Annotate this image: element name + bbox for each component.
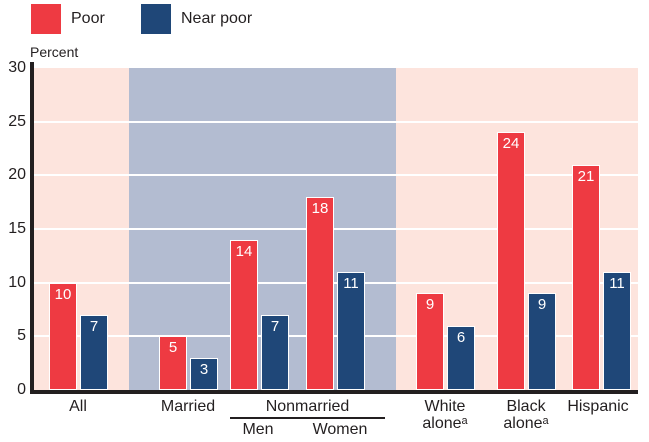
bar-value-label: 6	[456, 328, 466, 346]
bar-value-label: 14	[235, 242, 253, 260]
y-tick-30: 30	[8, 59, 26, 76]
x-label-hispanic: Hispanic	[567, 398, 629, 415]
bar-group-all: 10 7	[49, 282, 108, 390]
bar-group-hispanic: 21 11	[572, 164, 631, 390]
gridline-10	[34, 281, 638, 284]
x-label-white-alone: White alonea	[405, 398, 485, 432]
bar-value-label: 7	[89, 317, 99, 335]
gridline-20	[34, 174, 638, 177]
bar-group-black-alone: 24 9	[497, 132, 556, 390]
bar-poor-married: 5	[159, 336, 187, 390]
nonmarried-sublabels: Men Women	[230, 421, 385, 439]
x-label-white-line2: alone	[422, 415, 462, 432]
bar-value-label: 3	[199, 360, 209, 378]
footnote-marker: a	[461, 415, 468, 427]
x-axis-line	[30, 390, 638, 394]
y-axis-title: Percent	[30, 44, 79, 60]
bar-value-label: 9	[425, 296, 435, 314]
x-label-nonmarried: Nonmarried Men Women	[230, 398, 385, 439]
x-label-black-line2: alone	[503, 415, 543, 432]
bar-nearpoor-nonmarried-men: 7	[261, 314, 289, 390]
bar-value-label: 11	[609, 274, 625, 292]
bar-group-married: 5 3	[159, 336, 218, 390]
bar-value-label: 21	[577, 167, 595, 185]
bar-poor-white-alone: 9	[416, 293, 444, 390]
bar-group-nonmarried-men: 14 7	[230, 239, 289, 390]
gridline-15	[34, 228, 638, 230]
gridline-25	[34, 120, 638, 123]
bar-value-label: 24	[502, 135, 520, 153]
legend-label-near-poor: Near poor	[181, 10, 253, 27]
bar-value-label: 18	[311, 199, 329, 217]
bar-value-label: 10	[54, 285, 72, 303]
y-tick-0: 0	[17, 381, 26, 398]
y-tick-10: 10	[8, 273, 26, 291]
x-label-men: Men	[242, 421, 274, 438]
y-tick-25: 25	[8, 112, 26, 130]
bar-nearpoor-married: 3	[190, 357, 218, 390]
x-label-women: Women	[312, 421, 368, 438]
legend-label-poor: Poor	[71, 10, 105, 27]
y-axis-line	[30, 62, 34, 394]
bar-value-label: 11	[343, 274, 359, 292]
bar-value-label: 5	[168, 339, 178, 357]
bar-poor-hispanic: 21	[572, 164, 600, 390]
x-label-nonmarried-title: Nonmarried	[230, 398, 385, 419]
bar-poor-all: 10	[49, 282, 77, 390]
y-tick-15: 15	[8, 220, 26, 237]
bar-group-white-alone: 9 6	[416, 293, 475, 390]
bar-nearpoor-hispanic: 11	[603, 271, 631, 390]
bar-value-label: 7	[270, 317, 280, 335]
y-tick-20: 20	[8, 166, 26, 184]
y-tick-5: 5	[17, 327, 26, 345]
bar-nearpoor-white-alone: 6	[447, 325, 475, 390]
x-label-black-alone: Black alonea	[486, 398, 566, 432]
bar-value-label: 9	[537, 296, 547, 314]
x-label-black-line1: Black	[506, 398, 546, 415]
bar-poor-nonmarried-women: 18	[306, 196, 334, 390]
bar-nearpoor-black-alone: 9	[528, 293, 556, 390]
footnote-marker: a	[542, 415, 549, 427]
x-label-white-line1: White	[424, 398, 466, 415]
gridline-5	[34, 335, 638, 338]
plot-area: 10 7 5 3 14 7 18 11 9 6 24 9 21 11	[34, 68, 638, 390]
legend-swatch-poor	[31, 4, 61, 34]
bar-poor-nonmarried-men: 14	[230, 239, 258, 390]
legend-swatch-near-poor	[141, 4, 171, 34]
x-label-married: Married	[160, 398, 216, 415]
bar-nearpoor-all: 7	[80, 314, 108, 390]
bar-poor-black-alone: 24	[497, 132, 525, 390]
x-label-all: All	[69, 398, 87, 415]
bar-group-nonmarried-women: 18 11	[306, 196, 365, 390]
bar-nearpoor-nonmarried-women: 11	[337, 271, 365, 390]
